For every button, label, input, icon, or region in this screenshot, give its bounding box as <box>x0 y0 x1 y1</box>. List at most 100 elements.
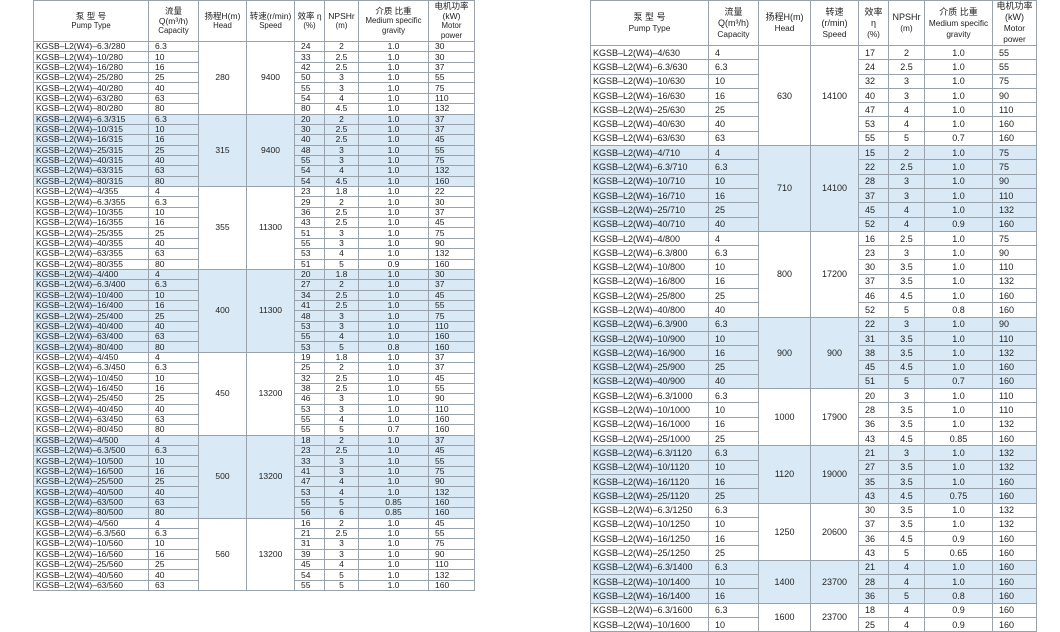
motor-power: 75 <box>992 230 1037 247</box>
specific-gravity: 1.0 <box>924 288 993 304</box>
capacity: 80 <box>148 175 199 188</box>
npshr: 5 <box>324 496 359 509</box>
specific-gravity: 0.9 <box>924 216 993 232</box>
data-row: KGSB–L2(W4)–25/500 25 47 4 1.0 90 <box>33 476 475 488</box>
motor-power: 55 <box>428 144 475 156</box>
capacity: 63 <box>148 413 199 426</box>
capacity: 10 <box>148 455 199 467</box>
pump-type: KGSB–L2(W4)–25/1120 <box>590 488 709 504</box>
pump-type: KGSB–L2(W4)–63/280 <box>33 92 149 105</box>
specific-gravity: 1.0 <box>358 40 429 53</box>
capacity: 16 <box>708 588 759 604</box>
pump-table-right: 泵 型 号 Pump Type 流量Q(m³/h) Capacity 扬程H(m) Hea… <box>590 0 1037 632</box>
efficiency: 54 <box>294 92 325 105</box>
capacity: 10 <box>148 538 199 550</box>
capacity: 16 <box>148 217 199 229</box>
pump-type: KGSB–L2(W4)–10/1600 <box>590 616 709 632</box>
efficiency: 35 <box>858 473 889 490</box>
specific-gravity: 1.0 <box>924 473 993 490</box>
header-en: Medium specific gravity <box>365 16 422 35</box>
specific-gravity: 1.0 <box>358 310 429 322</box>
pump-type: KGSB–L2(W4)–80/355 <box>33 258 149 270</box>
data-row: KGSB–L2(W4)–6.3/900 6.3 900 900 22 3 1.0 90 <box>590 316 1037 390</box>
npshr: 4.5 <box>888 488 925 504</box>
pump-type: KGSB–L2(W4)–10/315 <box>33 123 149 136</box>
efficiency: 53 <box>858 116 889 132</box>
pump-type: KGSB–L2(W4)–16/1000 <box>590 416 709 433</box>
specific-gravity: 1.0 <box>924 273 993 290</box>
npshr: 2.5 <box>324 134 359 146</box>
npshr: 3.5 <box>888 330 925 347</box>
capacity: 80 <box>148 341 199 353</box>
pump-type: KGSB–L2(W4)–25/500 <box>33 476 149 488</box>
pump-type: KGSB–L2(W4)–25/450 <box>33 393 149 405</box>
capacity: 4 <box>148 186 199 198</box>
npshr: 4 <box>324 92 359 105</box>
capacity: 10 <box>708 402 759 418</box>
pump-type: KGSB–L2(W4)–40/400 <box>33 320 149 333</box>
data-row: KGSB–L2(W4)–10/280 10 33 2.5 1.0 30 <box>33 51 475 63</box>
specific-gravity: 1.0 <box>924 116 993 132</box>
efficiency: 43 <box>858 545 889 561</box>
specific-gravity: 1.0 <box>358 434 429 447</box>
npshr: 2.5 <box>324 444 359 457</box>
capacity: 4 <box>148 434 199 447</box>
npshr: 4 <box>324 248 359 260</box>
speed: 11300 <box>246 186 295 270</box>
pump-type: KGSB–L2(W4)–10/1400 <box>590 573 709 590</box>
motor-power: 90 <box>428 476 475 488</box>
npshr: 2.5 <box>324 123 359 136</box>
efficiency: 23 <box>858 245 889 261</box>
npshr: 4 <box>888 202 925 218</box>
motor-power: 160 <box>992 531 1037 547</box>
motor-power: 160 <box>428 424 475 436</box>
specific-gravity: 1.0 <box>358 465 429 478</box>
motor-power: 45 <box>428 517 475 529</box>
motor-power: 132 <box>428 165 475 177</box>
npshr: 1.8 <box>324 186 359 198</box>
efficiency: 51 <box>294 227 325 239</box>
motor-power: 55 <box>428 299 475 312</box>
pump-type: KGSB–L2(W4)–6.3/800 <box>590 245 709 261</box>
npshr: 4.5 <box>888 288 925 304</box>
npshr: 3.5 <box>888 402 925 418</box>
npshr: 4.5 <box>324 175 359 188</box>
motor-power: 45 <box>428 444 475 457</box>
motor-power: 160 <box>992 473 1037 490</box>
efficiency: 30 <box>858 502 889 518</box>
capacity: 25 <box>708 102 759 118</box>
header-cell: 扬程H(m) Head <box>198 0 247 42</box>
efficiency: 32 <box>858 73 889 89</box>
motor-power: 160 <box>428 331 475 343</box>
pump-type: KGSB–L2(W4)–25/630 <box>590 102 709 118</box>
specific-gravity: 1.0 <box>358 72 429 84</box>
motor-power: 160 <box>992 359 1037 375</box>
data-row: KGSB–L2(W4)–4/500 4 500 13200 18 2 1.0 37 <box>33 434 475 519</box>
motor-power: 55 <box>992 44 1037 61</box>
head: 450 <box>198 351 247 436</box>
efficiency: 22 <box>858 159 889 175</box>
specific-gravity: 1.0 <box>358 527 429 540</box>
specific-gravity: 1.0 <box>924 459 993 475</box>
specific-gravity: 1.0 <box>924 330 993 347</box>
efficiency: 24 <box>294 40 325 53</box>
motor-power: 132 <box>992 445 1037 461</box>
efficiency: 31 <box>858 330 889 347</box>
header-row: 泵 型 号 Pump Type 流量Q(m³/h) Capacity 扬程H(m) Hea… <box>33 0 475 42</box>
npshr: 3 <box>324 154 359 167</box>
efficiency: 37 <box>858 187 889 204</box>
capacity: 10 <box>708 516 759 533</box>
data-row: KGSB–L2(W4)–6.3/1400 6.3 1400 23700 21 4 1.0 16… <box>590 559 1037 604</box>
pump-type: KGSB–L2(W4)–80/500 <box>33 507 149 519</box>
efficiency: 55 <box>294 413 325 426</box>
npshr: 4 <box>324 413 359 426</box>
motor-power: 160 <box>428 413 475 426</box>
speed: 13200 <box>246 434 295 519</box>
pump-type: KGSB–L2(W4)–63/560 <box>33 579 149 592</box>
specific-gravity: 1.0 <box>358 444 429 457</box>
npshr: 3 <box>324 548 359 560</box>
specific-gravity: 1.0 <box>358 196 429 208</box>
pump-table-left: 泵 型 号 Pump Type 流量Q(m³/h) Capacity 扬程H(m) Hea… <box>33 0 475 592</box>
efficiency: 55 <box>294 496 325 509</box>
efficiency: 40 <box>858 87 889 104</box>
